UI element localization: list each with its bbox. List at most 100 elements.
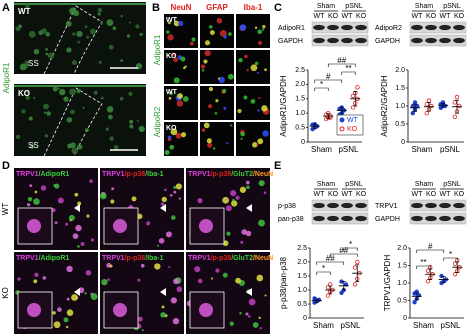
cell (229, 124, 233, 127)
cell (180, 132, 187, 138)
label: AdipoR2 (375, 25, 402, 32)
label: pSNL (443, 181, 461, 188)
cell (161, 305, 165, 309)
arrowhead (246, 288, 252, 296)
blot-band (425, 202, 437, 209)
cell (182, 96, 189, 102)
data-point (350, 105, 356, 110)
blot-band (425, 24, 437, 31)
cell (257, 109, 260, 112)
cell (15, 26, 21, 32)
cell (106, 105, 114, 113)
label: p-p38 (278, 203, 296, 210)
cell (197, 197, 203, 204)
cell (173, 190, 177, 194)
cell (107, 278, 110, 282)
cell (108, 44, 114, 50)
label: AdipoR1 (278, 25, 305, 32)
cell (65, 325, 69, 329)
label: /GluT2 (231, 255, 253, 262)
cell (109, 264, 113, 268)
label: 1.5 (395, 85, 405, 92)
cell (173, 278, 179, 285)
error-bar (341, 281, 346, 291)
label: ** (345, 64, 351, 73)
label: TRPV1 (102, 171, 125, 178)
cell (97, 7, 103, 13)
label: TRPV1 (102, 255, 125, 262)
blot-strip (409, 212, 467, 225)
label: /Iba-1 (145, 255, 163, 262)
blot-band (355, 202, 367, 209)
blot-band (313, 202, 325, 209)
cell (67, 143, 72, 149)
cell (239, 311, 242, 315)
blot-band (411, 202, 423, 209)
cell (243, 95, 248, 100)
cell (45, 31, 51, 37)
cell (231, 200, 238, 207)
cell (161, 196, 167, 203)
cell (111, 187, 115, 191)
inset-cell (199, 219, 213, 233)
blot-strip (311, 199, 369, 212)
cell (252, 322, 259, 328)
micrograph (236, 14, 270, 48)
cell (52, 311, 56, 315)
cell (212, 147, 216, 150)
blot-band (439, 215, 451, 222)
blot-strip (409, 21, 467, 34)
cell (256, 143, 259, 146)
cell (51, 208, 56, 213)
label: Sham (317, 181, 335, 188)
error-bar (413, 103, 417, 112)
cell (139, 32, 143, 36)
cell (170, 128, 178, 136)
label: 0.5 (395, 121, 405, 128)
cell (230, 189, 237, 197)
label: GFAP (206, 3, 228, 12)
label: TRPV1 (16, 255, 39, 262)
label: pSNL (345, 3, 363, 10)
label: KO (356, 191, 367, 198)
label: 2.5 (295, 67, 305, 74)
arrowhead (160, 288, 166, 296)
data-point (452, 100, 457, 105)
blot-strip (311, 212, 369, 225)
label: AdipoR1/GAPDH (279, 75, 288, 137)
data-point (425, 268, 431, 273)
cell (241, 229, 248, 235)
cell (218, 76, 225, 84)
cell (77, 40, 81, 44)
cell (105, 127, 110, 131)
cell (250, 99, 256, 104)
cell (126, 34, 130, 38)
data-point (412, 300, 417, 305)
error-bar (328, 285, 333, 295)
cell (63, 317, 69, 323)
cell (21, 109, 26, 114)
cell (168, 265, 171, 269)
cell (131, 196, 137, 202)
data-point (410, 110, 415, 116)
error-bar (355, 264, 360, 282)
cell (90, 28, 96, 35)
cell (141, 329, 144, 332)
label: Sham (413, 321, 434, 330)
cell (235, 195, 240, 200)
label: pan-p38 (278, 216, 304, 223)
cell (240, 131, 245, 137)
label: KO (347, 126, 358, 133)
cell (66, 265, 73, 273)
blot-band (453, 202, 465, 209)
cell (263, 191, 267, 195)
blot-band (425, 37, 437, 44)
label: 1.0 (395, 103, 405, 110)
label: AdipoR2 (153, 106, 162, 137)
cell (45, 47, 49, 51)
cell (47, 52, 55, 59)
cell (207, 142, 213, 148)
sig-bracket (314, 79, 343, 83)
data-point (454, 94, 460, 100)
label: 1.5 (295, 96, 305, 103)
